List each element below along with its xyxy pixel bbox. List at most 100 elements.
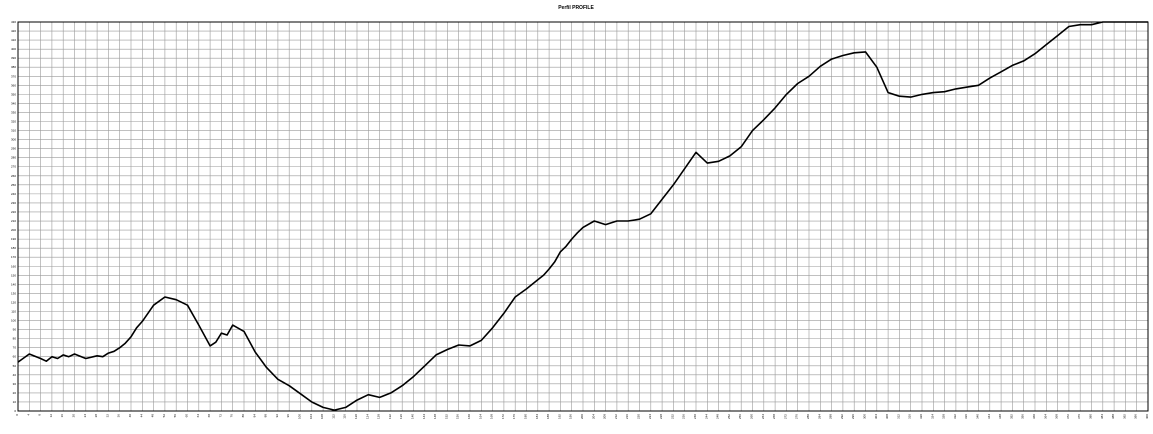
x-tick-label: 400 [1145,414,1149,419]
x-tick-label: 60 [185,414,189,418]
x-tick-label: 256 [738,414,742,419]
x-tick-label: 0 [15,414,19,416]
x-tick-label: 96 [286,414,290,418]
x-tick-label: 164 [478,414,482,419]
x-tick-label: 308 [885,414,889,419]
x-tick-label: 196 [569,414,573,419]
x-tick-label: 300 [863,414,867,419]
x-tick-label: 172 [501,414,505,419]
y-tick-label: 320 [11,120,16,124]
y-tick-label: 220 [11,210,16,214]
y-tick-label: 390 [11,56,16,60]
x-tick-label: 372 [1066,414,1070,419]
x-tick-label: 124 [365,414,369,419]
x-tick-label: 44 [139,414,143,418]
x-tick-label: 348 [998,414,1002,419]
y-tick-label: 10 [13,400,17,404]
y-tick-label: 280 [11,156,16,160]
x-tick-label: 268 [772,414,776,419]
y-tick-label: 170 [11,255,16,259]
x-tick-label: 88 [264,414,268,418]
x-tick-label: 4 [26,414,30,416]
y-tick-label: 420 [11,29,16,33]
y-tick-label: 370 [11,74,16,78]
x-tick-label: 368 [1055,414,1059,419]
x-tick-label: 100 [298,414,302,419]
x-tick-label: 36 [117,414,121,418]
x-tick-label: 216 [625,414,629,419]
x-tick-label: 176 [512,414,516,419]
series-line [17,21,1148,411]
y-tick-label: 360 [11,83,16,87]
y-tick-label: 380 [11,65,16,69]
x-tick-label: 92 [275,414,279,418]
y-tick-label: 130 [11,291,16,295]
x-tick-label: 20 [72,414,76,418]
x-tick-label: 364 [1043,414,1047,419]
x-tick-label: 112 [331,414,335,419]
x-tick-label: 336 [964,414,968,419]
y-tick-label: 50 [13,364,17,368]
y-tick-label: 400 [11,47,16,51]
x-tick-label: 352 [1009,414,1013,419]
x-axis: 0 4 8 12 16 20 24 28 32 36 40 44 48 52 56 60 64 68 72 76 80 8… [15,414,1149,419]
x-tick-label: 84 [252,414,256,418]
x-tick-label: 356 [1021,414,1025,419]
x-tick-label: 280 [806,414,810,419]
x-tick-label: 328 [942,414,946,419]
y-tick-label: 70 [13,346,17,350]
x-tick-label: 312 [896,414,900,419]
y-tick-label: 90 [13,328,17,332]
x-tick-label: 64 [196,414,200,418]
y-tick-label: 150 [11,273,16,277]
x-tick-label: 24 [83,414,87,418]
x-tick-label: 388 [1111,414,1115,419]
x-tick-label: 324 [930,414,934,419]
x-tick-label: 248 [716,414,720,419]
x-tick-label: 284 [817,414,821,419]
y-tick-label: 230 [11,201,16,205]
x-tick-label: 104 [309,414,313,419]
x-tick-label: 272 [783,414,787,419]
x-tick-label: 244 [704,414,708,419]
x-tick-label: 120 [354,414,358,419]
y-tick-label: 300 [11,138,16,142]
x-tick-label: 224 [648,414,652,419]
x-tick-label: 316 [908,414,912,419]
y-tick-label: 260 [11,174,16,178]
chart-title: Perfil PROFILE [558,5,594,11]
x-tick-label: 168 [490,414,494,419]
x-tick-label: 200 [580,414,584,419]
x-tick-label: 228 [659,414,663,419]
x-tick-label: 220 [637,414,641,419]
x-tick-label: 108 [320,414,324,419]
x-tick-label: 180 [524,414,528,419]
x-tick-label: 144 [422,414,426,419]
y-axis: 0 10 20 30 40 50 60 70 80 90 100 110 120 130 140 150 160… [11,20,16,413]
y-tick-label: 30 [13,382,17,386]
x-tick-label: 32 [105,414,109,418]
x-tick-label: 360 [1032,414,1036,419]
x-tick-label: 344 [987,414,991,419]
x-tick-label: 340 [976,414,980,419]
x-tick-label: 380 [1089,414,1093,419]
x-tick-label: 276 [795,414,799,419]
y-tick-label: 310 [11,129,16,133]
x-tick-label: 28 [94,414,98,418]
x-tick-label: 12 [49,414,53,418]
x-tick-label: 140 [411,414,415,419]
x-tick-label: 136 [399,414,403,419]
x-tick-label: 156 [456,414,460,419]
x-tick-label: 184 [535,414,539,419]
y-tick-label: 250 [11,183,16,187]
y-tick-label: 210 [11,219,16,223]
x-tick-label: 232 [670,414,674,419]
x-tick-label: 392 [1122,414,1126,419]
grid-layer [17,21,1149,412]
x-tick-label: 396 [1134,414,1138,419]
x-tick-label: 72 [218,414,222,418]
y-tick-label: 100 [11,319,16,323]
x-tick-label: 160 [467,414,471,419]
